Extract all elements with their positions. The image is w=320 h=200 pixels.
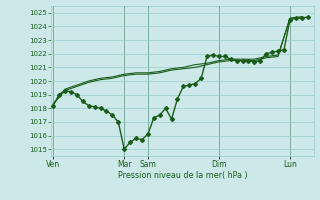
X-axis label: Pression niveau de la mer( hPa ): Pression niveau de la mer( hPa ) xyxy=(117,171,247,180)
